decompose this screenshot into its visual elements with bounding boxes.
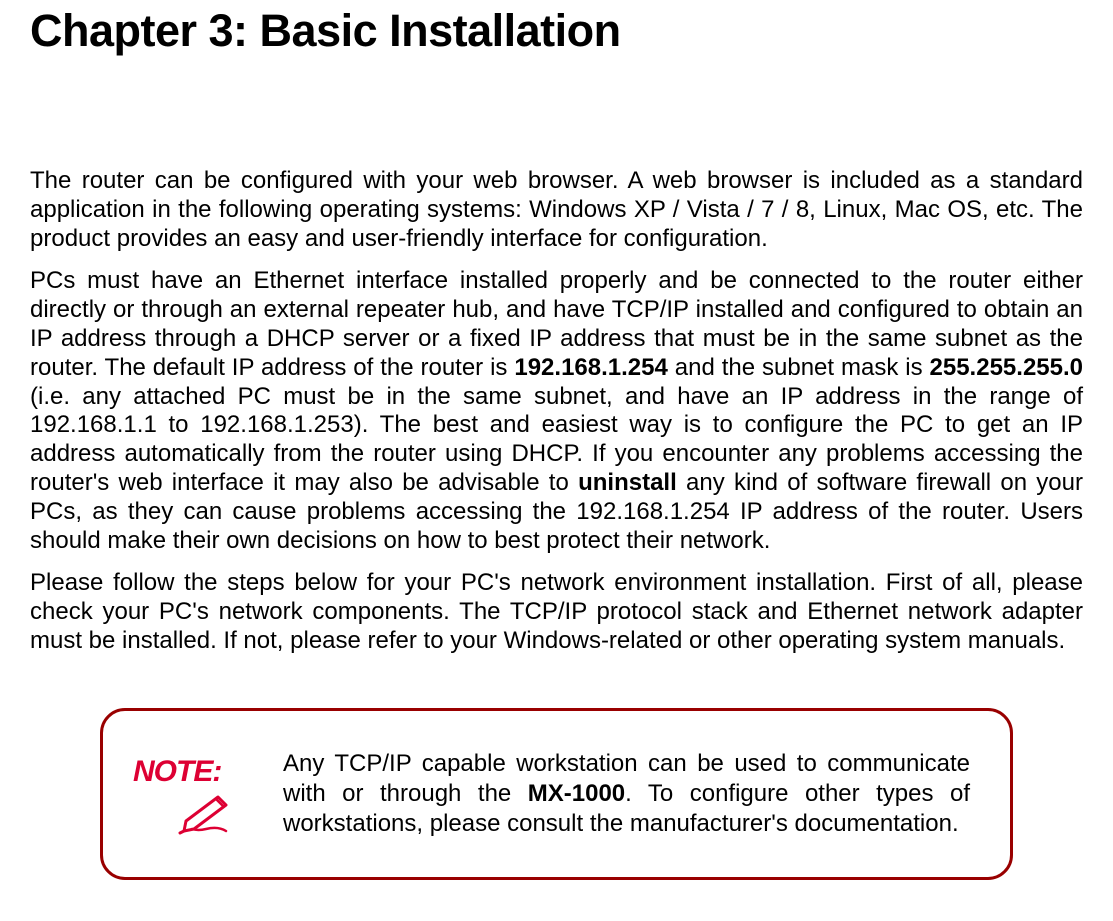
p2-text-2: and the subnet mask is bbox=[668, 354, 930, 381]
note-box: NOTE: Any TCP/IP capable workstation can… bbox=[100, 708, 1013, 880]
note-label-text: NOTE: bbox=[133, 755, 221, 788]
paragraph-2: PCs must have an Ethernet interface inst… bbox=[30, 267, 1083, 555]
chapter-title: Chapter 3: Basic Installation bbox=[30, 5, 1083, 57]
p2-uninstall: uninstall bbox=[578, 469, 677, 496]
note-product-name: MX-1000 bbox=[528, 780, 625, 807]
p2-ip-address: 192.168.1.254 bbox=[514, 354, 667, 381]
paragraph-3: Please follow the steps below for your P… bbox=[30, 569, 1083, 655]
p2-subnet-mask: 255.255.255.0 bbox=[930, 354, 1083, 381]
note-content: Any TCP/IP capable workstation can be us… bbox=[283, 749, 970, 839]
pen-icon bbox=[178, 791, 238, 835]
note-icon: NOTE: bbox=[133, 753, 263, 835]
paragraph-1: The router can be configured with your w… bbox=[30, 167, 1083, 253]
